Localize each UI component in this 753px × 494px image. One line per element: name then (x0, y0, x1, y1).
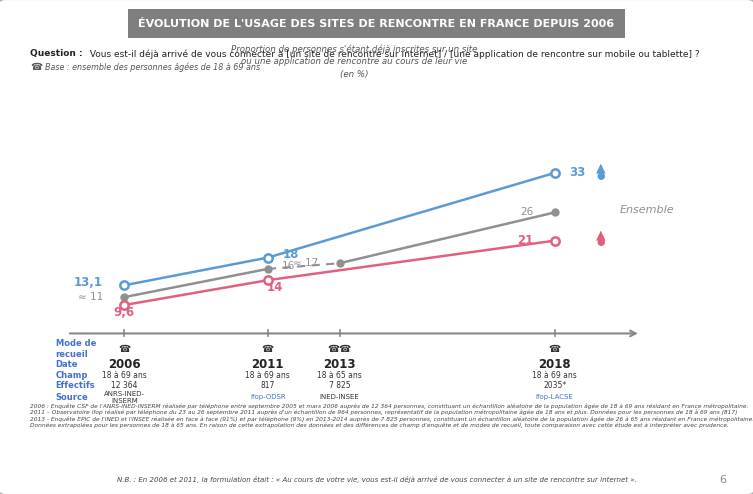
Text: ▲: ▲ (596, 162, 605, 175)
Text: Source: Source (56, 393, 88, 402)
Text: ≈ 11: ≈ 11 (78, 292, 103, 302)
Text: ANRS-INED-
INSERM: ANRS-INED- INSERM (104, 391, 145, 404)
Text: 18 à 69 ans: 18 à 69 ans (532, 371, 577, 380)
Text: 18 à 69 ans: 18 à 69 ans (245, 371, 290, 380)
Text: ▲: ▲ (596, 229, 605, 242)
Text: 18 à 65 ans: 18 à 65 ans (317, 371, 362, 380)
Text: 9,6: 9,6 (114, 306, 135, 319)
Text: 2006 : Enquête CSF de l'ANRS-INED-INSERM réalisée par téléphone entre septembre : 2006 : Enquête CSF de l'ANRS-INED-INSERM… (30, 404, 753, 428)
Text: ÉVOLUTION DE L'USAGE DES SITES DE RENCONTRE EN FRANCE DEPUIS 2006: ÉVOLUTION DE L'USAGE DES SITES DE RENCON… (139, 19, 614, 29)
Text: INED-INSEE: INED-INSEE (320, 394, 359, 400)
Text: ifop-ODSR: ifop-ODSR (250, 394, 285, 400)
Text: ≈ 17: ≈ 17 (293, 258, 318, 268)
Text: 18 à 69 ans: 18 à 69 ans (102, 371, 147, 380)
Text: 18: 18 (282, 247, 299, 261)
Text: ●: ● (596, 171, 605, 181)
Text: Champ: Champ (56, 371, 88, 380)
Text: 2006: 2006 (108, 358, 141, 371)
Text: Vous est-il déjà arrivé de vous connecter à [un site de rencontre sur internet] : Vous est-il déjà arrivé de vous connecte… (87, 49, 700, 59)
Text: Effectifs: Effectifs (56, 381, 95, 390)
Text: 13,1: 13,1 (74, 276, 103, 289)
Text: ☎: ☎ (262, 344, 274, 354)
Text: Proportion de personnes s'étant déjà inscrites sur un site
ou une application de: Proportion de personnes s'étant déjà ins… (230, 44, 477, 79)
Text: 2035*: 2035* (543, 381, 566, 390)
FancyBboxPatch shape (88, 7, 665, 41)
Text: 26: 26 (520, 207, 533, 217)
Text: ☎☎: ☎☎ (328, 344, 352, 354)
Text: 2011: 2011 (252, 358, 284, 371)
Text: ☎: ☎ (118, 344, 130, 354)
Text: 817: 817 (261, 381, 275, 390)
Text: 7 825: 7 825 (329, 381, 350, 390)
Text: Ensemble: Ensemble (619, 205, 674, 214)
Text: 12 364: 12 364 (111, 381, 138, 390)
Text: 6: 6 (720, 475, 727, 485)
Text: Question :: Question : (30, 49, 83, 58)
Text: Base : ensemble des personnes âgées de 18 à 69 ans: Base : ensemble des personnes âgées de 1… (45, 62, 261, 72)
Text: ☎: ☎ (549, 344, 561, 354)
Text: N.B. : En 2006 et 2011, la formulation était : « Au cours de votre vie, vous est: N.B. : En 2006 et 2011, la formulation é… (117, 476, 636, 483)
Text: Mode de
recueil: Mode de recueil (56, 339, 96, 359)
Text: 2013: 2013 (323, 358, 356, 371)
Text: 33: 33 (569, 166, 585, 179)
Text: 2018: 2018 (538, 358, 571, 371)
Text: ☎: ☎ (30, 62, 42, 72)
Text: 16: 16 (282, 261, 295, 271)
Text: ifop-LACSE: ifop-LACSE (536, 394, 574, 400)
Text: 14: 14 (267, 281, 283, 294)
Text: Date: Date (56, 360, 78, 369)
Text: ●: ● (596, 237, 605, 247)
Text: 21: 21 (517, 234, 533, 247)
